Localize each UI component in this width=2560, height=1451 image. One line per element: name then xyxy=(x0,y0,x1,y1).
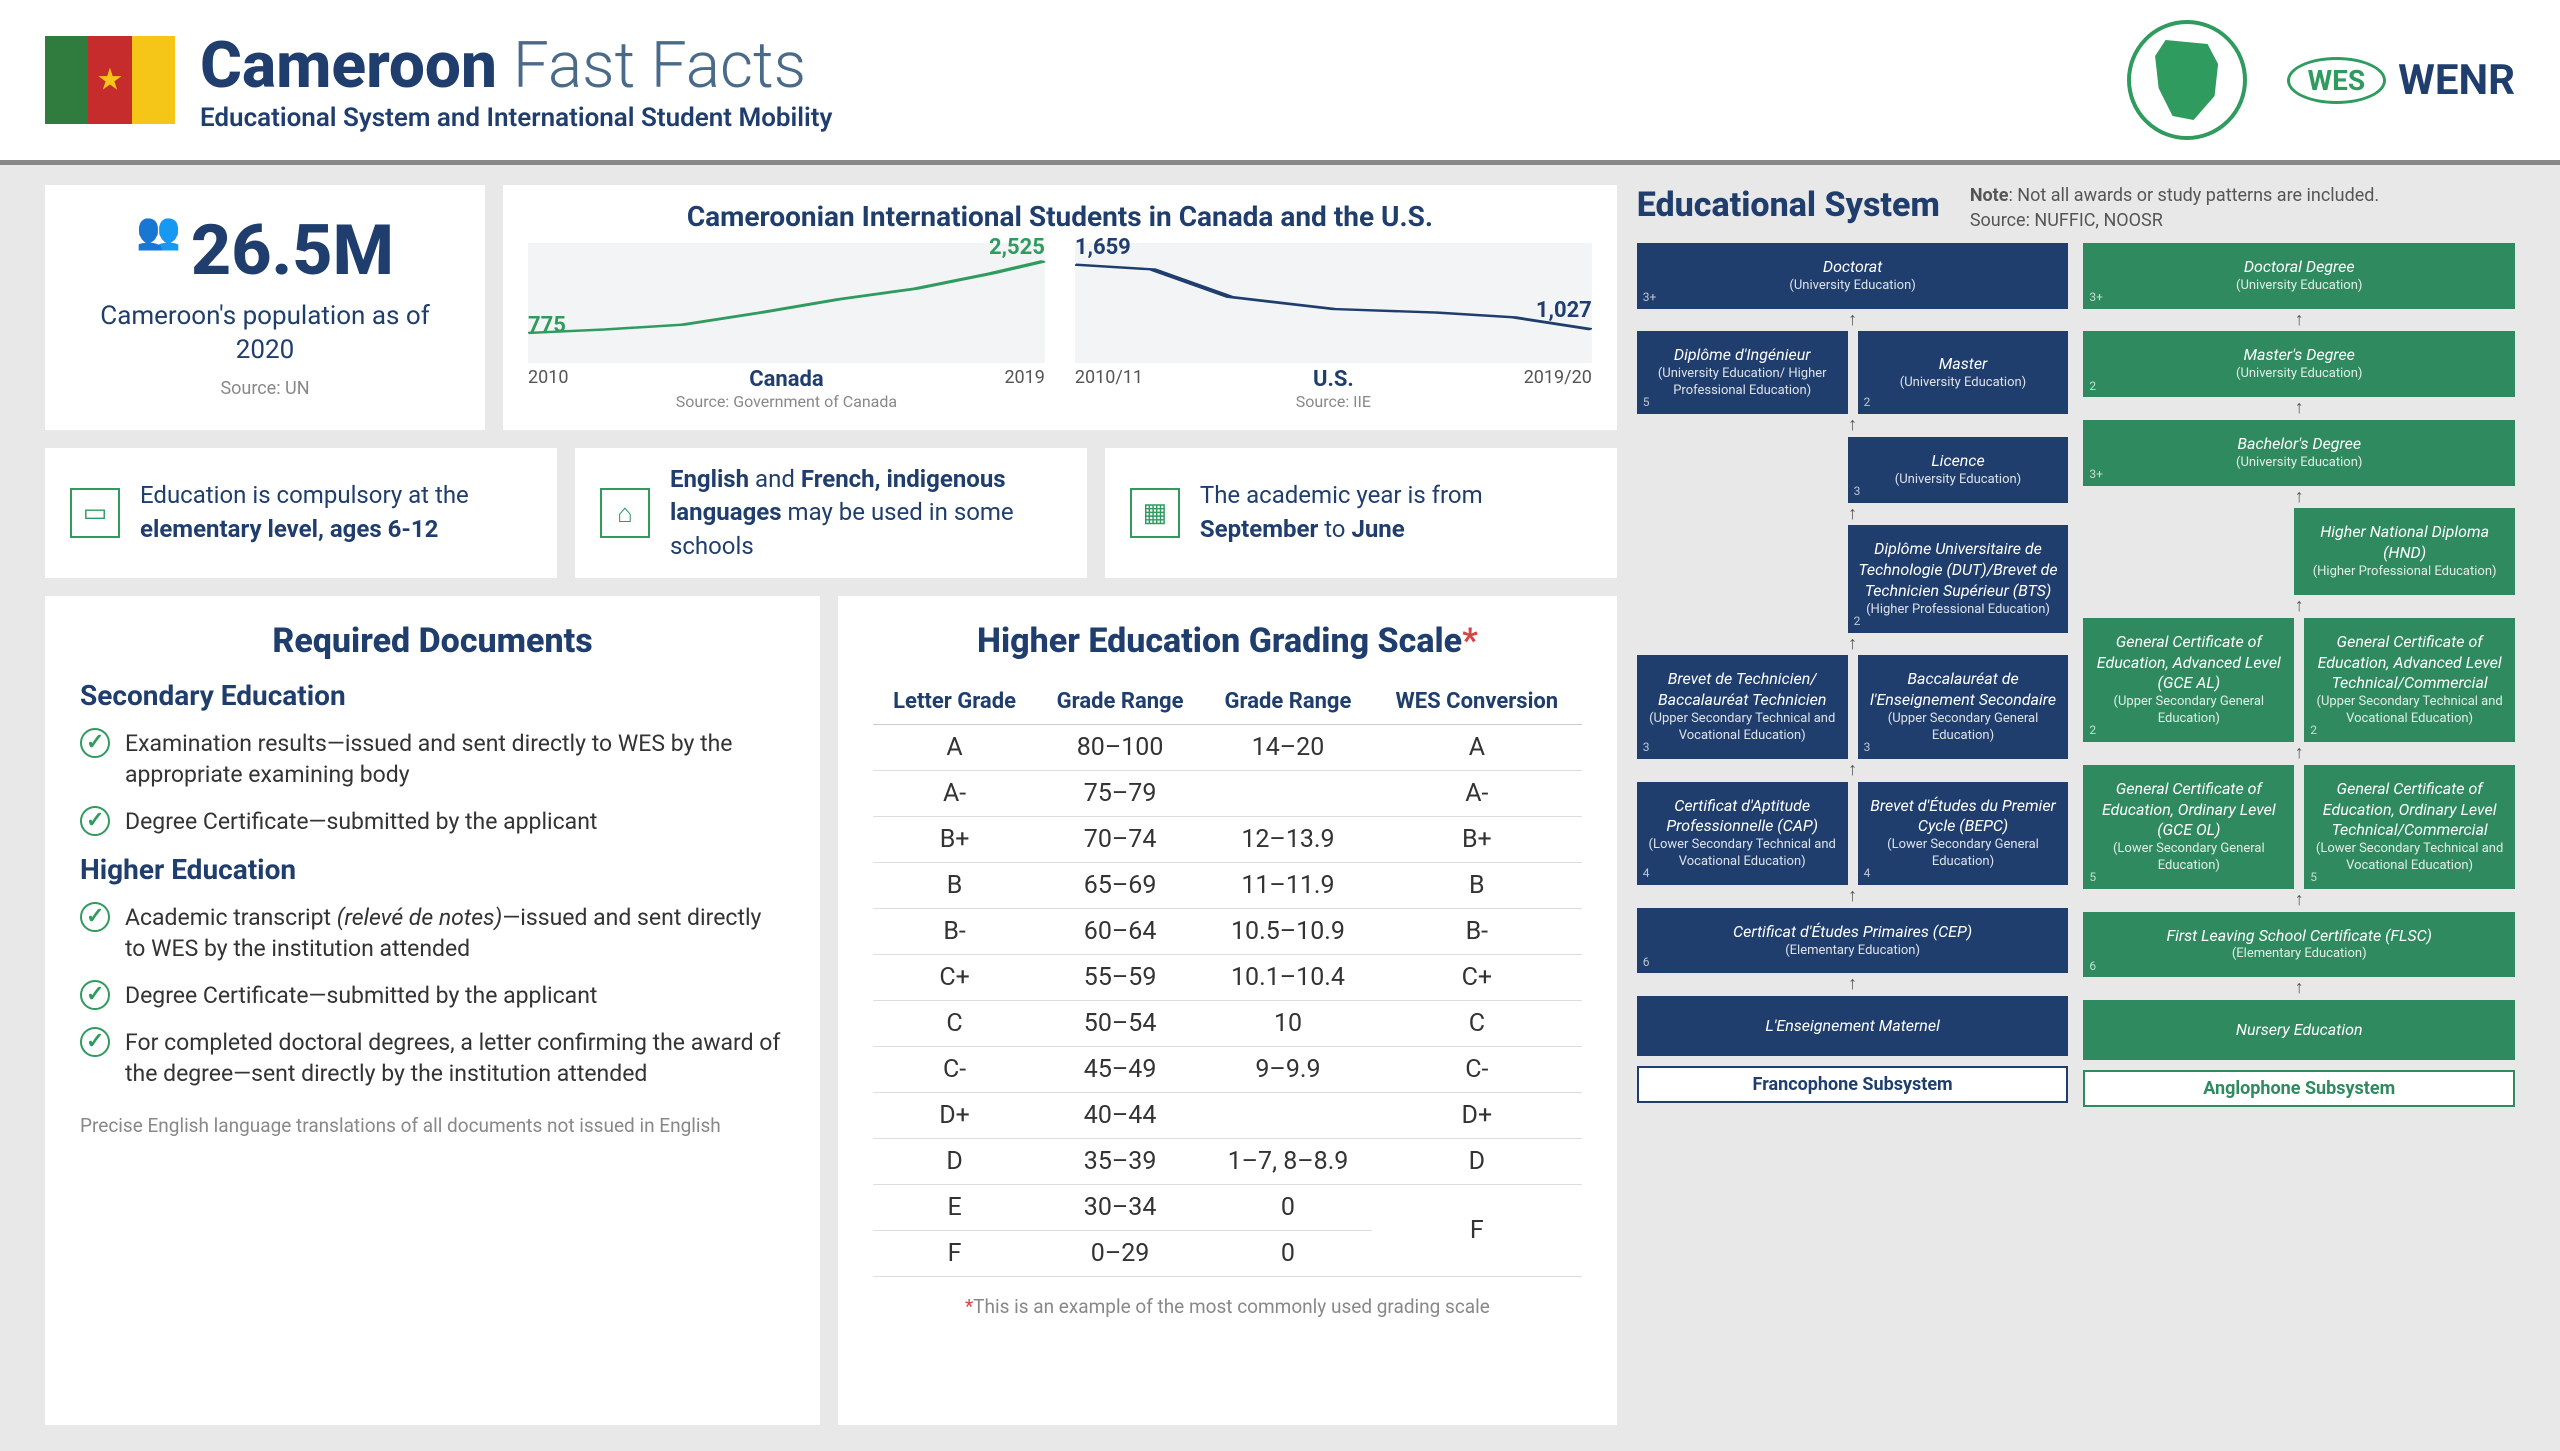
speech-icon: ⌂ xyxy=(600,488,650,538)
arrow-up-icon: ↑ xyxy=(1637,765,2069,776)
edu-box: Brevet de Technicien/ Baccalauréat Techn… xyxy=(1637,655,1848,758)
edu-box: Doctorat(University Education)3+ xyxy=(1637,243,2069,309)
edu-title: Educational System xyxy=(1637,185,1940,225)
fact-language: ⌂ English and French, indigenous languag… xyxy=(575,448,1087,578)
doc-item: Degree Certificate—submitted by the appl… xyxy=(80,980,785,1011)
arrow-up-icon: ↑ xyxy=(1637,420,2069,431)
table-header: Letter Grade xyxy=(873,679,1036,725)
table-row: B-60–6410.5–10.9B- xyxy=(873,909,1582,955)
edu-box: Baccalauréat de l'Enseignement Secondair… xyxy=(1858,655,2069,758)
edu-box: First Leaving School Certificate (FLSC)(… xyxy=(2083,912,2515,978)
check-icon xyxy=(80,902,110,932)
table-row: D35–391–7, 8–8.9D xyxy=(873,1139,1582,1185)
table-row: B65–6911–11.9B xyxy=(873,863,1582,909)
check-icon xyxy=(80,728,110,758)
arrow-up-icon: ↑ xyxy=(2083,895,2515,906)
arrow-up-icon: ↑ xyxy=(2083,748,2515,759)
grading-scale: Higher Education Grading Scale* Letter G… xyxy=(838,596,1617,1425)
population-card: 👥26.5M Cameroon's population as of 2020 … xyxy=(45,185,485,430)
edu-box: Master's Degree(University Education)2 xyxy=(2083,331,2515,397)
edu-box: Master(University Education)2 xyxy=(1858,331,2069,414)
docs-higher-heading: Higher Education xyxy=(80,853,785,886)
calendar-icon: ▦ xyxy=(1130,488,1180,538)
edu-box: Diplôme Universitaire de Technologie (DU… xyxy=(1848,525,2069,632)
table-row: E30–340F xyxy=(873,1185,1582,1231)
docs-secondary-heading: Secondary Education xyxy=(80,679,785,712)
header: ★ Cameroon Fast Facts Educational System… xyxy=(0,0,2560,165)
arrow-up-icon: ↑ xyxy=(1637,891,2069,902)
charts-title: Cameroonian International Students in Ca… xyxy=(528,200,1592,233)
doc-item: Degree Certificate—submitted by the appl… xyxy=(80,806,785,837)
wes-wenr-logo: WESWENR xyxy=(2287,56,2515,105)
table-header: Grade Range xyxy=(1036,679,1204,725)
subsystem-label: Anglophone Subsystem xyxy=(2083,1070,2515,1107)
grading-title: Higher Education Grading Scale* xyxy=(873,621,1582,661)
arrow-up-icon: ↑ xyxy=(2083,983,2515,994)
anglophone-column: Doctoral Degree(University Education)3+ ↑… xyxy=(2083,243,2515,1107)
check-icon xyxy=(80,806,110,836)
arrow-up-icon: ↑ xyxy=(1637,979,2069,990)
grading-footer: *This is an example of the most commonly… xyxy=(873,1295,1582,1318)
doc-item: Examination results—issued and sent dire… xyxy=(80,728,785,790)
check-icon xyxy=(80,1027,110,1057)
edu-box: Diplôme d'Ingénieur(University Education… xyxy=(1637,331,1848,414)
edu-note: Note: Not all awards or study patterns a… xyxy=(1970,185,2379,206)
arrow-up-icon: ↑ xyxy=(1637,509,2069,520)
table-row: C50–5410C xyxy=(873,1001,1582,1047)
table-row: C-45–499–9.9C- xyxy=(873,1047,1582,1093)
arrow-up-icon: ↑ xyxy=(2083,403,2515,414)
docs-title: Required Documents xyxy=(80,621,785,661)
canada-chart: 775 2,525 2010Canada2019 Source: Governm… xyxy=(528,243,1045,403)
educational-system: Educational System Note: Not all awards … xyxy=(1637,185,2515,1425)
us-chart: 1,659 1,027 2010/11U.S.2019/20 Source: I… xyxy=(1075,243,1592,403)
table-row: A-75–79A- xyxy=(873,771,1582,817)
edu-source: Source: NUFFIC, NOOSR xyxy=(1970,210,2379,231)
cameroon-flag-icon: ★ xyxy=(45,36,175,124)
population-value: 26.5M xyxy=(191,210,394,292)
check-icon xyxy=(80,980,110,1010)
doc-item: For completed doctoral degrees, a letter… xyxy=(80,1027,785,1089)
edu-box: Nursery Education xyxy=(2083,1000,2515,1060)
people-icon: 👥 xyxy=(136,210,181,252)
fact-compulsory: ▭ Education is compulsory at the element… xyxy=(45,448,557,578)
doc-item: Academic transcript (relevé de notes)—is… xyxy=(80,902,785,964)
edu-box: General Certificate of Education, Advanc… xyxy=(2083,618,2294,742)
table-header: WES Conversion xyxy=(1372,679,1582,725)
table-row: D+40–44D+ xyxy=(873,1093,1582,1139)
edu-box: Licence(University Education)3 xyxy=(1848,437,2069,503)
edu-box: Higher National Diploma (HND)(Higher Pro… xyxy=(2294,508,2515,594)
page-title: Cameroon Fast Facts xyxy=(200,28,2127,103)
edu-box: General Certificate of Education, Ordina… xyxy=(2304,765,2515,889)
book-icon: ▭ xyxy=(70,488,120,538)
edu-box: Bachelor's Degree(University Education)3… xyxy=(2083,420,2515,486)
page-subtitle: Educational System and International Stu… xyxy=(200,103,2127,133)
edu-box: Doctoral Degree(University Education)3+ xyxy=(2083,243,2515,309)
required-documents: Required Documents Secondary Education E… xyxy=(45,596,820,1425)
subsystem-label: Francophone Subsystem xyxy=(1637,1066,2069,1103)
docs-footer: Precise English language translations of… xyxy=(80,1114,785,1137)
francophone-column: Doctorat(University Education)3+ ↑ Diplôme… xyxy=(1637,243,2069,1107)
arrow-up-icon: ↑ xyxy=(1637,315,2069,326)
edu-box: Certificat d'Aptitude Professionnelle (C… xyxy=(1637,782,1848,885)
arrow-up-icon: ↑ xyxy=(1637,639,2069,650)
grading-table: Letter GradeGrade RangeGrade RangeWES Co… xyxy=(873,679,1582,1277)
table-row: A80–10014–20A xyxy=(873,725,1582,771)
edu-box: General Certificate of Education, Ordina… xyxy=(2083,765,2294,889)
population-text: Cameroon's population as of 2020 xyxy=(75,300,455,368)
population-source: Source: UN xyxy=(75,378,455,399)
table-row: B+70–7412–13.9B+ xyxy=(873,817,1582,863)
table-row: C+55–5910.1–10.4C+ xyxy=(873,955,1582,1001)
edu-box: Brevet d'Études du Premier Cycle (BEPC)(… xyxy=(1858,782,2069,885)
table-header: Grade Range xyxy=(1204,679,1372,725)
edu-box: General Certificate of Education, Advanc… xyxy=(2304,618,2515,742)
arrow-up-icon: ↑ xyxy=(2083,492,2515,503)
fact-academic-year: ▦ The academic year is from September to… xyxy=(1105,448,1617,578)
arrow-up-icon: ↑ xyxy=(2083,315,2515,326)
country-map-icon xyxy=(2127,20,2247,140)
edu-box: Certificat d'Études Primaires (CEP)(Elem… xyxy=(1637,908,2069,974)
arrow-up-icon: ↑ xyxy=(2083,601,2515,612)
edu-box: L'Enseignement Maternel xyxy=(1637,996,2069,1056)
charts-card: Cameroonian International Students in Ca… xyxy=(503,185,1617,430)
